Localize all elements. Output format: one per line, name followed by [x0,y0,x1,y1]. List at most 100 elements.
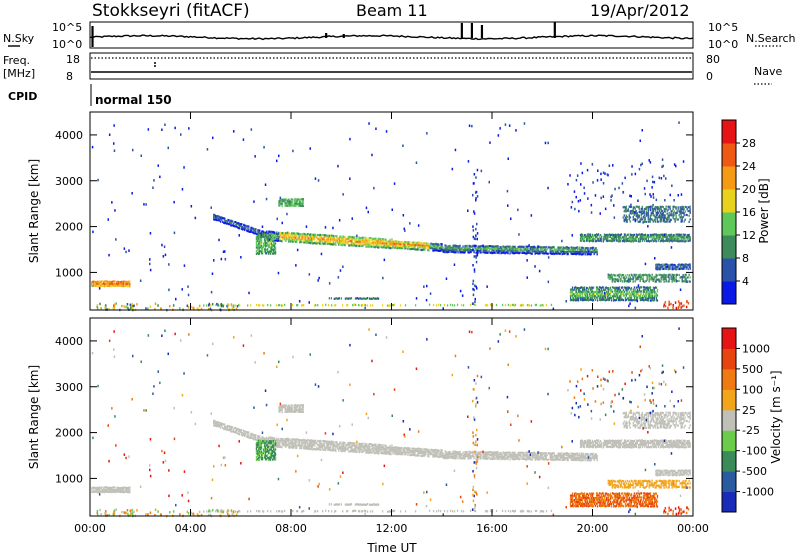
power-cell [523,249,525,252]
power-cell [282,236,284,239]
power-cell [632,208,634,211]
power-cell [581,238,584,241]
power-cell [434,248,436,251]
power-cell [668,211,670,215]
power-cell [200,307,203,311]
power-cell [409,243,411,246]
velocity-cell [449,453,451,456]
power-cell [655,292,658,295]
nsky-spikes [91,22,556,47]
velocity-cell [359,444,361,447]
power-cell [625,298,628,301]
velocity-cell [367,449,369,452]
power-cell [101,284,103,287]
power-cell [396,247,398,250]
power-cell [264,252,267,255]
power-cell [323,238,325,241]
colorbar-tick-label: 20 [742,183,756,196]
velocity-cell [294,442,296,445]
power-cell [676,265,678,269]
power-cell [681,216,683,219]
velocity-cell [416,450,418,453]
power-cell [387,245,389,248]
power-cell [582,289,585,292]
power-cell [533,245,535,248]
power-cell [689,276,691,279]
power-cell [482,251,484,254]
power-cell [623,214,625,217]
power-cell [350,297,353,300]
power-cell [299,202,301,205]
power-cell [269,250,272,253]
power-cell [276,235,278,238]
power-cell [97,178,99,182]
power-cell [465,246,467,249]
power-cell [601,290,604,293]
power-cell [637,216,639,219]
power-cell [651,273,653,276]
power-cell [117,280,119,283]
power-cell [355,303,357,306]
velocity-cell [419,447,421,451]
power-cell [620,237,623,240]
power-cell [257,229,259,232]
power-cell [659,236,661,239]
power-cell [683,265,685,268]
power-cell [636,289,639,292]
velocity-cell [236,431,238,434]
power-cell [574,292,577,295]
power-cell [617,296,620,299]
power-cell [271,244,274,247]
power-cell [369,297,372,300]
power-cell [650,289,653,292]
velocity-cell [453,457,455,460]
velocity-cell [230,430,232,433]
power-cell [677,279,679,283]
power-cell [678,305,680,309]
power-cell [332,243,334,246]
power-cell [607,234,610,237]
power-cell [584,294,587,297]
power-cell [660,209,662,213]
power-cell [438,243,440,246]
power-cell [654,206,656,209]
power-cell [613,277,615,280]
power-cell [588,237,591,240]
velocity-cell [319,439,321,442]
power-cell [279,198,281,201]
power-cell [612,297,615,300]
power-cell [394,240,396,243]
power-cell [278,154,280,158]
power-cell [582,235,585,238]
power-cell [247,230,249,233]
power-cell [621,280,623,283]
velocity-cell [256,439,258,442]
power-cell [547,256,550,259]
power-cell [687,240,689,243]
power-cell [633,289,636,292]
power-cell [411,247,413,251]
velocity-cell [355,446,357,449]
velocity-cell [91,487,93,490]
power-cell [504,252,506,255]
power-cell [625,210,627,213]
power-cell [651,212,653,215]
power-cell [409,241,411,244]
power-cell [364,243,366,246]
velocity-cell [319,444,321,447]
power-cell [153,179,155,182]
power-cell [659,214,661,217]
power-cell [623,218,625,221]
power-cell [305,225,308,228]
velocity-cell [96,486,98,490]
power-cell [655,297,658,300]
power-cell [105,284,107,287]
power-cell [292,238,294,242]
velocity-cell [354,448,356,451]
power-cell [423,248,425,251]
power-cell [614,280,616,283]
power-cell [104,283,106,286]
power-cell [570,298,573,302]
power-cell [109,282,111,285]
power-cell [334,238,336,241]
